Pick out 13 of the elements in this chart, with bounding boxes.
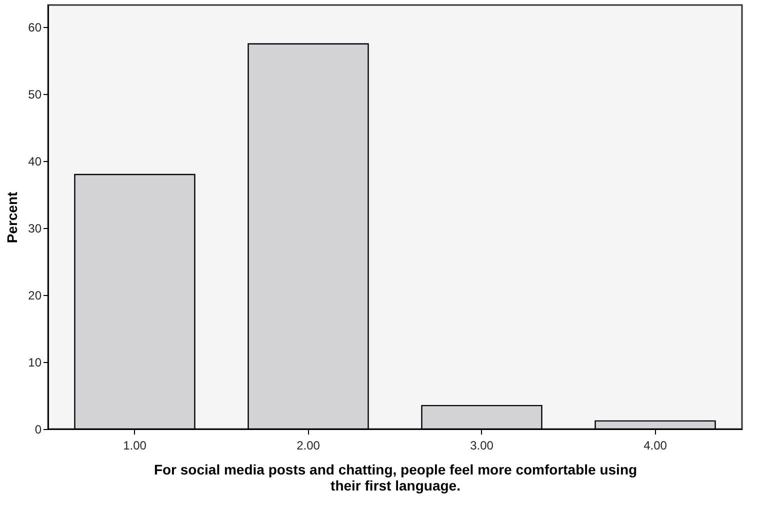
y-tick-label: 60 (28, 20, 42, 35)
y-tick-label: 0 (34, 422, 42, 436)
y-tick-label: 50 (28, 88, 42, 102)
y-axis-title: Percent (4, 191, 20, 244)
y-tick-label: 30 (28, 222, 42, 236)
x-tick-label: 2.00 (296, 438, 320, 452)
y-tick-label: 20 (28, 288, 42, 303)
y-tick-label: 10 (28, 356, 42, 370)
x-axis-title: For social media posts and chatting, people feel more comfortable using their first language. (154, 462, 638, 494)
x-tick-label: 4.00 (644, 438, 668, 452)
x-tick-label: 3.00 (470, 438, 494, 452)
x-tick-label: 1.00 (123, 438, 147, 452)
y-tick-label: 40 (28, 154, 42, 169)
